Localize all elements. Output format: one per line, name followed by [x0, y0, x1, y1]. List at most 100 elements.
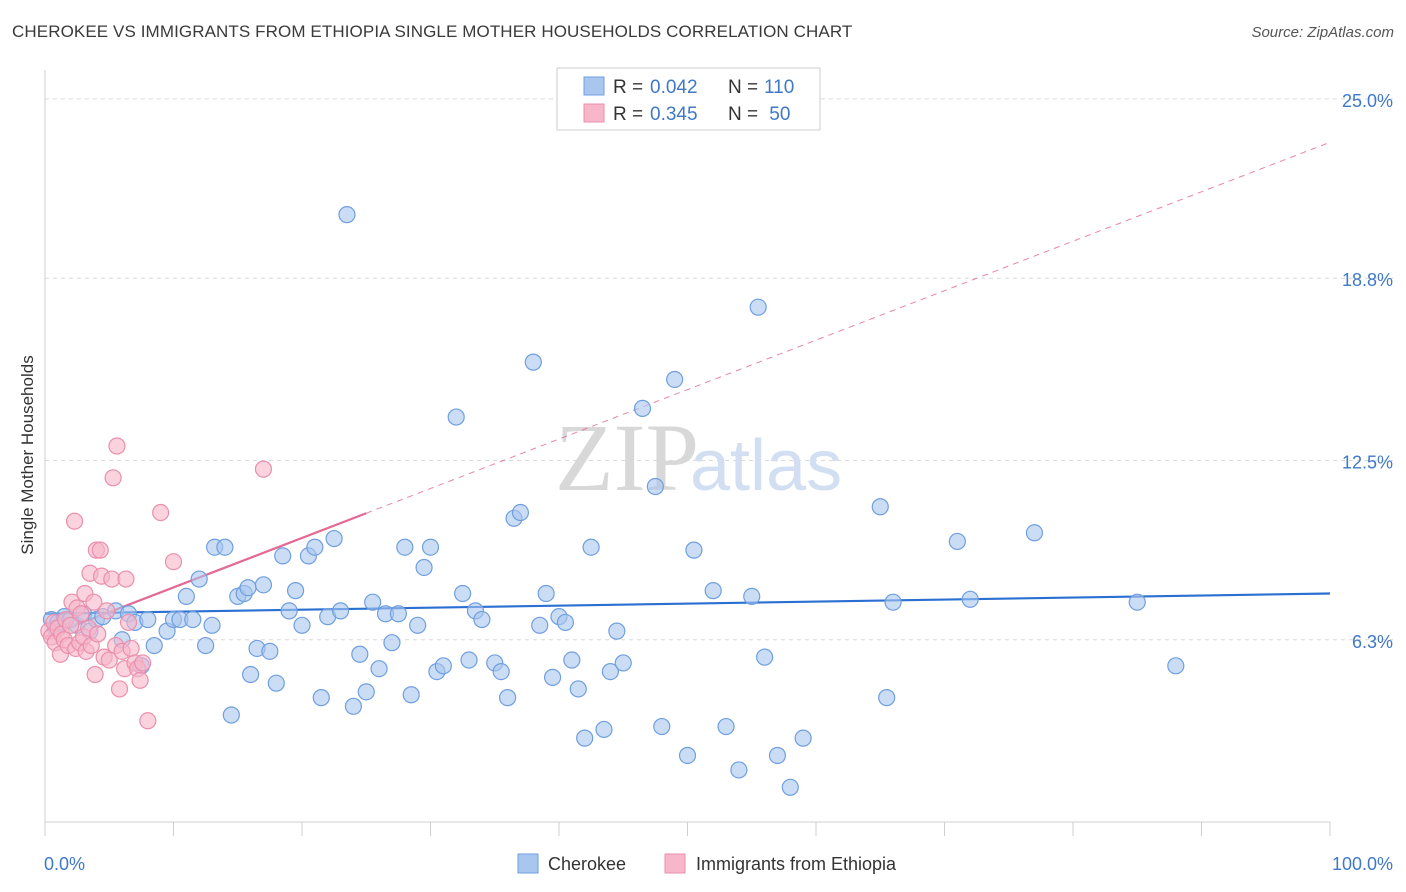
- data-point-cherokee: [794, 729, 812, 747]
- watermark: ZIP atlas: [555, 404, 842, 511]
- data-point-ethiopia: [110, 680, 129, 698]
- data-point-cherokee: [409, 616, 427, 634]
- legend-r-label: R =: [613, 77, 643, 98]
- trend-line-cherokee: [44, 592, 1331, 615]
- x-tick-label: 0.0%: [44, 854, 85, 874]
- data-point-cherokee: [524, 353, 542, 371]
- data-point-cherokee: [306, 538, 324, 556]
- data-point-cherokee: [743, 587, 761, 606]
- data-point-cherokee: [704, 582, 722, 600]
- data-point-ethiopia: [122, 639, 140, 658]
- data-point-cherokee: [280, 602, 298, 620]
- data-point-ethiopia: [89, 625, 107, 643]
- data-point-cherokee: [1128, 593, 1146, 611]
- data-point-cherokee: [312, 689, 330, 707]
- watermark-atlas: atlas: [690, 426, 842, 506]
- data-point-cherokee: [139, 610, 157, 629]
- data-point-cherokee: [755, 648, 774, 666]
- data-point-cherokee: [286, 582, 305, 600]
- legend-n-label: N =: [728, 104, 758, 125]
- data-point-cherokee: [749, 298, 767, 316]
- y-tick-label: 6.3%: [1352, 632, 1393, 652]
- legend-r-value: 0.345: [650, 104, 698, 125]
- data-point-cherokee: [666, 370, 684, 389]
- data-point-cherokee: [1025, 524, 1044, 542]
- x-tick-label: 100.0%: [1332, 854, 1393, 874]
- data-point-cherokee: [608, 622, 626, 640]
- y-tick-label: 18.8%: [1342, 270, 1393, 290]
- data-point-cherokee: [145, 636, 163, 655]
- data-point-cherokee: [421, 538, 440, 556]
- data-point-cherokee: [569, 680, 587, 698]
- data-point-cherokee: [351, 645, 369, 663]
- chart-title: CHEROKEE VS IMMIGRANTS FROM ETHIOPIA SIN…: [12, 22, 853, 41]
- data-point-ethiopia: [100, 651, 118, 669]
- data-point-cherokee: [768, 746, 787, 765]
- data-point-cherokee: [576, 729, 594, 747]
- data-point-cherokee: [370, 660, 388, 678]
- data-point-cherokee: [402, 686, 420, 704]
- data-point-cherokee: [254, 576, 273, 594]
- data-point-ethiopia: [104, 469, 122, 487]
- series-legend: Cherokee Immigrants from Ethiopia: [517, 853, 897, 874]
- data-point-cherokee: [357, 683, 375, 701]
- data-point-ethiopia: [72, 605, 90, 623]
- y-tick-label: 25.0%: [1342, 91, 1393, 111]
- data-point-cherokee: [499, 689, 517, 707]
- data-point-cherokee: [242, 665, 260, 684]
- data-point-cherokee: [730, 761, 748, 779]
- data-point-cherokee: [396, 538, 414, 556]
- trend-line-ethiopia-extrapolated: [366, 141, 1331, 514]
- data-point-cherokee: [222, 706, 240, 724]
- legend-r-value: 0.042: [650, 77, 698, 98]
- data-point-cherokee: [884, 593, 902, 611]
- y-axis-label: Single Mother Households: [18, 355, 37, 555]
- data-point-cherokee: [331, 602, 350, 620]
- data-point-ethiopia: [91, 541, 109, 559]
- legend-n-label: N =: [728, 77, 758, 98]
- axes-layer: [44, 70, 1331, 836]
- data-point-cherokee: [383, 634, 401, 652]
- data-point-cherokee: [364, 593, 382, 611]
- data-point-cherokee: [511, 503, 530, 522]
- series-legend-swatch-ethiopia: [664, 853, 686, 874]
- data-point-cherokee: [595, 720, 613, 739]
- data-point-cherokee: [614, 654, 632, 672]
- data-point-cherokee: [1167, 657, 1185, 675]
- data-point-cherokee: [267, 674, 285, 692]
- data-point-cherokee: [261, 642, 279, 660]
- data-point-cherokee: [961, 590, 979, 608]
- data-point-ethiopia: [139, 712, 157, 730]
- data-point-ethiopia: [152, 503, 170, 522]
- data-point-cherokee: [177, 587, 195, 606]
- data-point-cherokee: [293, 616, 311, 634]
- series-legend-label-ethiopia: Immigrants from Ethiopia: [696, 854, 897, 874]
- data-point-ethiopia: [108, 437, 126, 455]
- data-point-cherokee: [582, 538, 600, 556]
- data-point-ethiopia: [117, 570, 135, 588]
- data-point-cherokee: [717, 717, 735, 736]
- chart-source: Source: ZipAtlas.com: [1251, 24, 1394, 41]
- data-point-cherokee: [454, 584, 472, 603]
- data-point-cherokee: [460, 651, 478, 669]
- data-point-cherokee: [216, 538, 234, 556]
- data-point-ethiopia: [65, 512, 84, 530]
- legend-n-value: 110: [764, 77, 794, 98]
- watermark-zip: ZIP: [555, 404, 699, 511]
- data-point-cherokee: [653, 717, 671, 736]
- legend-swatch-cherokee: [583, 76, 605, 96]
- trend-lines: [44, 141, 1331, 638]
- data-point-cherokee: [434, 657, 452, 675]
- data-point-cherokee: [537, 584, 555, 603]
- data-point-cherokee: [447, 408, 465, 426]
- data-point-ethiopia: [85, 593, 103, 611]
- data-point-cherokee: [685, 541, 703, 559]
- data-point-cherokee: [781, 778, 799, 796]
- data-point-cherokee: [878, 689, 896, 707]
- data-point-cherokee: [338, 206, 356, 224]
- y-tick-label: 12.5%: [1342, 452, 1393, 472]
- data-point-ethiopia: [86, 665, 104, 684]
- data-point-cherokee: [563, 651, 581, 669]
- legend-n-value: 50: [764, 104, 790, 125]
- data-point-cherokee: [646, 477, 664, 496]
